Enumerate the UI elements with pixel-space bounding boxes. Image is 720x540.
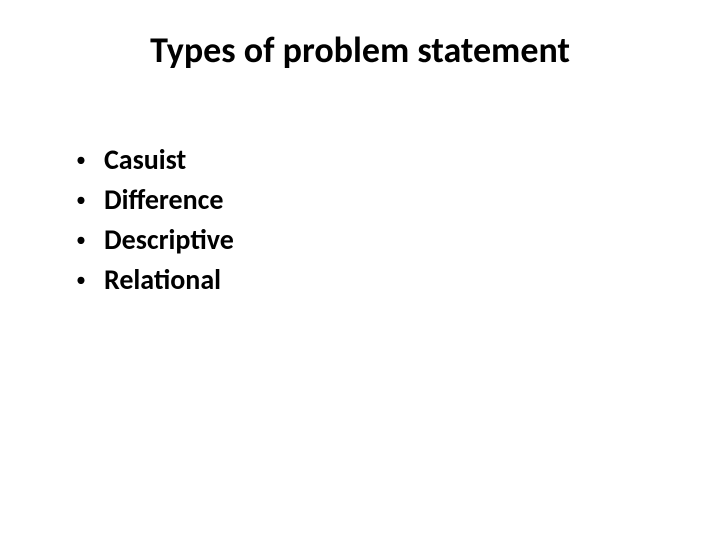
bullet-list: • Casuist • Difference • Descriptive • R… [74,142,672,298]
list-item: • Relational [74,262,672,298]
slide-title: Types of problem statement [48,28,672,72]
list-item: • Difference [74,182,672,218]
list-item: • Descriptive [74,222,672,258]
bullet-marker-icon: • [76,222,86,258]
bullet-text: Relational [104,262,221,298]
bullet-text: Casuist [104,142,186,178]
bullet-marker-icon: • [76,142,86,178]
bullet-text: Difference [104,182,224,218]
bullet-text: Descriptive [104,222,234,258]
slide-container: Types of problem statement • Casuist • D… [0,0,720,540]
bullet-marker-icon: • [76,262,86,298]
list-item: • Casuist [74,142,672,178]
bullet-marker-icon: • [76,182,86,218]
